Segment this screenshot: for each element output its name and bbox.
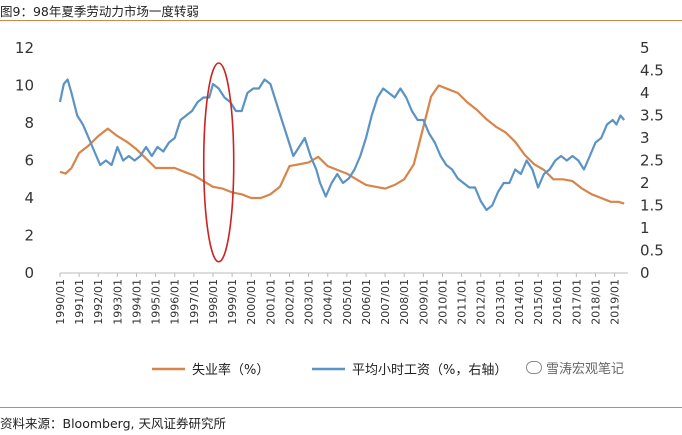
x-tick-label: 1990/01 [54,279,67,325]
x-tick-label: 2000/01 [245,279,258,325]
x-tick-label: 2015/01 [532,279,545,325]
x-tick-label: 2012/01 [475,279,488,325]
x-tick-label: 2013/01 [494,279,507,325]
left-y-tick-label: 6 [24,152,34,170]
x-tick-label: 2018/01 [589,279,602,325]
legend-label-wage: 平均小时工资（%，右轴） [352,363,507,378]
source-note: 资料来源：Bloomberg, 天风证券研究所 [0,416,226,431]
right-y-tick-label: 3 [640,129,650,147]
x-tick-label: 2004/01 [322,279,335,325]
left-y-tick-label: 2 [24,227,34,245]
right-y-tick-label: 1 [640,219,650,237]
x-tick-label: 2006/01 [360,279,373,325]
x-tick-label: 2010/01 [436,279,449,325]
x-tick-label: 1994/01 [130,279,143,325]
right-y-axis: 0 0.5 1 1.5 2 2.5 3 3.5 4 4.5 5 [640,39,664,282]
right-y-tick-label: 5 [640,39,650,57]
left-y-tick-label: 0 [24,264,34,282]
x-tick-label: 2002/01 [283,279,296,325]
wechat-icon [526,361,542,374]
right-y-tick-label: 0 [640,264,650,282]
right-y-tick-label: 2.5 [640,152,664,170]
x-tick-label: 2011/01 [456,279,469,325]
left-y-tick-label: 8 [24,114,34,132]
series-unemployment-rate-line [59,84,625,205]
x-tick-label: 2008/01 [398,279,411,325]
x-tick-label: 2016/01 [551,279,564,325]
x-tick-label: 1996/01 [169,279,182,325]
x-tick-label: 1992/01 [92,279,105,325]
highlight-ellipse-1998 [202,62,235,263]
x-tick-label: 1998/01 [207,279,220,325]
top-divider [0,20,682,21]
x-tick-label: 2007/01 [379,279,392,325]
right-y-tick-label: 2 [640,174,650,192]
left-y-tick-label: 12 [15,39,34,57]
watermark: 雪涛宏观笔记 [524,358,627,377]
bottom-divider [0,407,682,408]
x-tick-label: 2001/01 [264,279,277,325]
x-tick-label: 2005/01 [341,279,354,325]
x-tick-label: 1997/01 [188,279,201,325]
x-tick-label: 2014/01 [513,279,526,325]
right-y-tick-label: 0.5 [640,242,664,260]
x-axis: 1990/01 1991/01 1992/01 1993/01 1994/01 1995/… [54,273,622,325]
x-tick-label: 2017/01 [570,279,583,325]
series-average-hourly-wage-line [58,78,626,212]
left-y-tick-label: 10 [15,77,34,95]
x-tick-label: 1999/01 [226,279,239,325]
x-tick-label: 1991/01 [73,279,86,325]
left-y-axis: 0 2 4 6 8 10 12 [15,39,34,282]
right-y-tick-label: 4.5 [640,62,664,80]
chart-legend: 失业率（%） 平均小时工资（%，右轴） [152,362,507,378]
watermark-text: 雪涛宏观笔记 [546,362,625,377]
right-y-tick-label: 3.5 [640,107,664,125]
left-y-tick-label: 4 [24,189,34,207]
x-tick-label: 1993/01 [111,279,124,325]
x-tick-label: 2009/01 [417,279,430,325]
x-tick-label: 2003/01 [303,279,316,325]
x-tick-label: 1995/01 [150,279,163,325]
legend-label-unemployment: 失业率（%） [192,362,269,378]
right-y-tick-label: 4 [640,84,650,102]
figure-title: 图9：98年夏季劳动力市场一度转弱 [0,4,199,19]
right-y-tick-label: 1.5 [640,197,664,215]
x-tick-label: 2019/01 [609,279,622,325]
